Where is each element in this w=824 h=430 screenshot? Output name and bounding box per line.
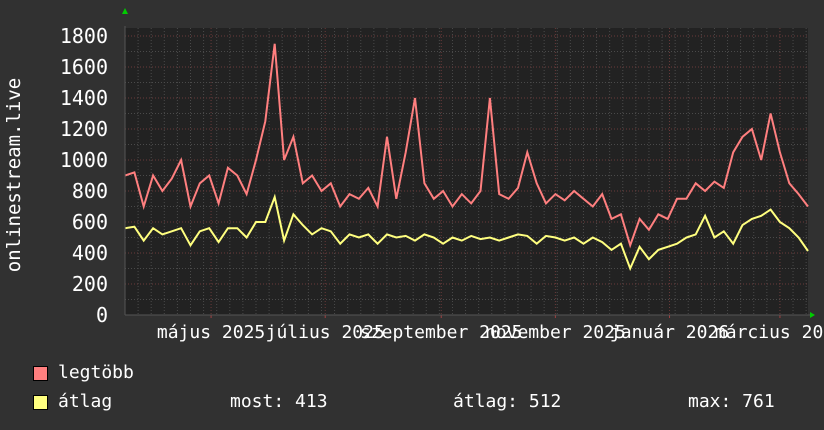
stat-max: max: 761 xyxy=(688,391,775,412)
legend-swatch-legtobb xyxy=(33,366,48,381)
x-tick-label: július 2025 xyxy=(266,322,385,343)
legend-swatch-atlag xyxy=(33,395,48,410)
x-tick-label: január 2026 xyxy=(610,322,729,343)
plot-area xyxy=(125,28,808,315)
y-tick-label: 1800 xyxy=(60,24,108,48)
y-tick-label: 200 xyxy=(72,272,108,296)
y-tick-label: 1400 xyxy=(60,86,108,110)
legend-label-atlag: átlag xyxy=(58,391,113,412)
x-tick-label: november 2025 xyxy=(485,322,626,343)
y-axis-label: onlinestream.live xyxy=(3,78,25,272)
y-tick-label: 1200 xyxy=(60,117,108,141)
x-axis-arrow-icon xyxy=(810,312,815,318)
y-tick-label: 0 xyxy=(96,303,108,327)
stat-average: átlag: 512 xyxy=(453,391,562,412)
y-tick-label: 400 xyxy=(72,241,108,265)
x-tick-label: szeptember 2025 xyxy=(360,322,523,343)
x-tick-label: március 2026 xyxy=(715,322,824,343)
stat-now: most: 413 xyxy=(230,391,328,412)
y-tick-label: 1000 xyxy=(60,148,108,172)
series-line-atlag xyxy=(124,193,809,272)
y-tick-label: 800 xyxy=(72,179,108,203)
y-axis-arrow-icon xyxy=(122,8,128,14)
legend-label-legtobb: legtöbb xyxy=(58,362,134,383)
x-tick-label: május 2025 xyxy=(157,322,265,343)
y-tick-label: 600 xyxy=(72,210,108,234)
y-tick-label: 1600 xyxy=(60,55,108,79)
series-line-legtobb xyxy=(124,43,809,249)
